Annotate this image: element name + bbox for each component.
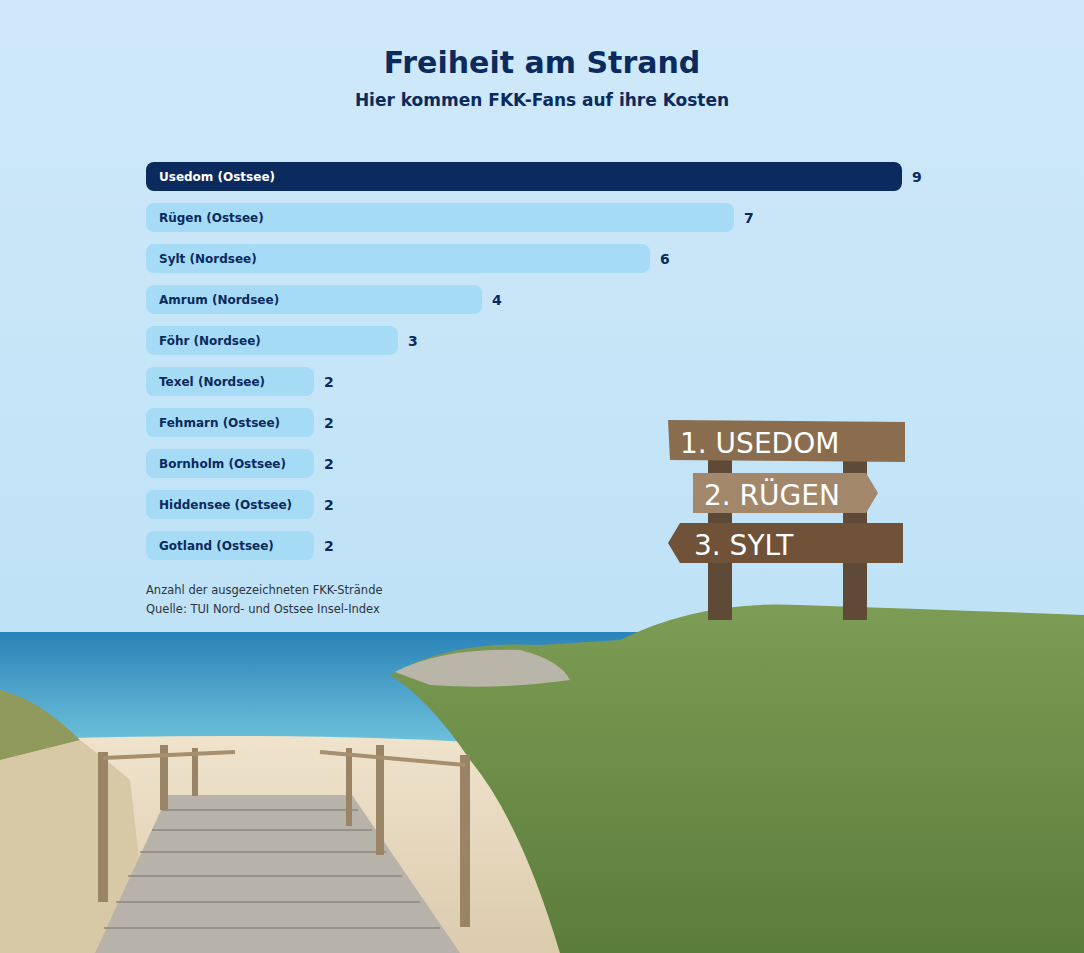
svg-text:6: 6 <box>660 251 670 267</box>
svg-text:2: 2 <box>324 415 334 431</box>
svg-text:2: 2 <box>324 497 334 513</box>
svg-text:Anzahl der ausgezeichneten FKK: Anzahl der ausgezeichneten FKK-Strände <box>146 583 383 597</box>
svg-text:9: 9 <box>912 169 922 185</box>
svg-text:Usedom (Ostsee): Usedom (Ostsee) <box>159 170 275 184</box>
svg-text:2: 2 <box>324 538 334 554</box>
svg-text:Quelle: TUI Nord- und Ostsee I: Quelle: TUI Nord- und Ostsee Insel-Index <box>146 602 380 616</box>
svg-text:3. SYLT: 3. SYLT <box>694 529 794 562</box>
svg-text:Gotland (Ostsee): Gotland (Ostsee) <box>159 539 274 553</box>
svg-text:1. USEDOM: 1. USEDOM <box>680 427 839 460</box>
svg-text:Hiddensee (Ostsee): Hiddensee (Ostsee) <box>159 498 292 512</box>
svg-text:2: 2 <box>324 456 334 472</box>
svg-text:2. RÜGEN: 2. RÜGEN <box>704 478 840 512</box>
svg-text:Fehmarn (Ostsee): Fehmarn (Ostsee) <box>159 416 280 430</box>
svg-text:3: 3 <box>408 333 418 349</box>
svg-text:Hier kommen FKK-Fans auf ihre: Hier kommen FKK-Fans auf ihre Kosten <box>355 90 729 110</box>
svg-text:4: 4 <box>492 292 502 308</box>
svg-text:2: 2 <box>324 374 334 390</box>
svg-text:7: 7 <box>744 210 754 226</box>
svg-text:Freiheit am Strand: Freiheit am Strand <box>384 45 701 80</box>
svg-text:Föhr (Nordsee): Föhr (Nordsee) <box>159 334 261 348</box>
svg-text:Amrum (Nordsee): Amrum (Nordsee) <box>159 293 279 307</box>
svg-text:Rügen (Ostsee): Rügen (Ostsee) <box>159 211 264 225</box>
svg-text:Sylt (Nordsee): Sylt (Nordsee) <box>159 252 257 266</box>
svg-text:Bornholm (Ostsee): Bornholm (Ostsee) <box>159 457 286 471</box>
svg-text:Texel (Nordsee): Texel (Nordsee) <box>159 375 265 389</box>
